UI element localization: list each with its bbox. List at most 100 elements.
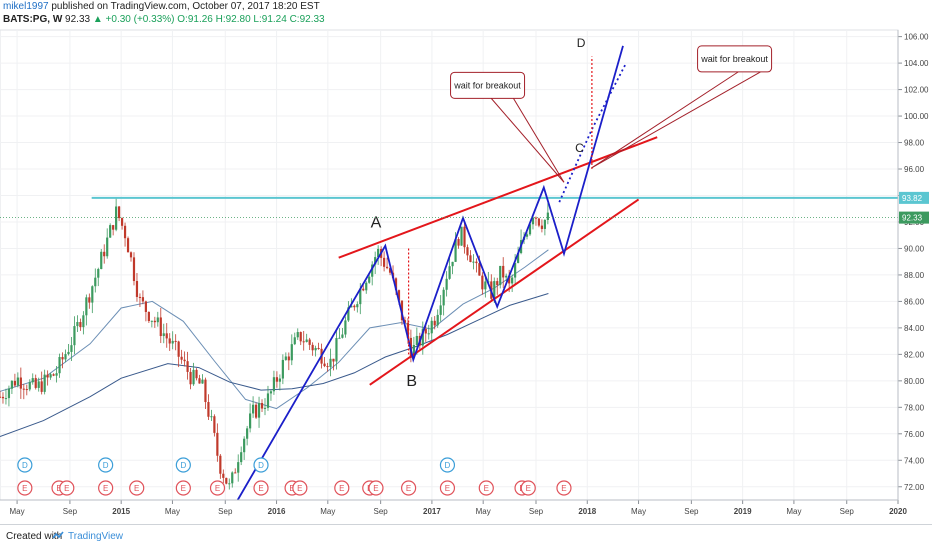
- candle-body: [525, 234, 529, 237]
- candle-body: [466, 247, 469, 256]
- candle-body: [52, 374, 55, 376]
- candle-body: [475, 261, 478, 264]
- earnings-marker: [478, 480, 494, 496]
- candle-body: [385, 266, 389, 269]
- candle-body: [150, 320, 153, 322]
- earnings-marker: [17, 480, 33, 496]
- candle-body: [424, 328, 427, 334]
- candle-body: [70, 345, 73, 352]
- candle-body: [141, 297, 145, 302]
- pattern-projection-line: [236, 45, 624, 501]
- y-tick-label: 82.00: [904, 350, 925, 359]
- candle-body: [546, 212, 549, 220]
- candle-body: [4, 398, 8, 400]
- event-marker-label: D: [445, 461, 451, 470]
- candle-body: [249, 413, 252, 429]
- x-tick-label: 2019: [734, 507, 752, 516]
- candle-body: [37, 381, 40, 388]
- dividend-marker: [253, 457, 269, 473]
- candle-body: [448, 266, 451, 279]
- candle-body: [284, 356, 287, 360]
- event-marker-label: E: [373, 484, 378, 493]
- candle-body: [237, 462, 240, 473]
- plot-area: [0, 29, 899, 501]
- event-marker-label: E: [258, 484, 263, 493]
- candle-body: [204, 379, 207, 403]
- x-tick-label: Sep: [529, 507, 544, 516]
- event-marker-label: E: [181, 484, 186, 493]
- candle-body: [281, 359, 284, 379]
- candle-body: [368, 276, 371, 283]
- candle-body: [153, 320, 156, 323]
- candle-body: [296, 332, 299, 338]
- tradingview-logo-icon: [52, 531, 64, 539]
- candle-body: [46, 374, 49, 378]
- candle-body: [91, 286, 94, 303]
- event-marker-label: E: [64, 484, 69, 493]
- candle-body: [287, 356, 290, 361]
- candle-body: [534, 217, 538, 219]
- x-tick-label: May: [10, 507, 25, 516]
- candle-body: [383, 257, 386, 267]
- event-marker-label: E: [561, 484, 566, 493]
- event-marker-label: D: [22, 461, 28, 470]
- candle-body: [168, 338, 171, 344]
- candle-body: [31, 378, 34, 383]
- dividend-marker: [17, 457, 33, 473]
- candle-body: [225, 477, 228, 484]
- callout-pointer: [591, 71, 761, 169]
- callout-box: [697, 45, 773, 73]
- event-marker-label: E: [297, 484, 302, 493]
- candle-body: [55, 373, 58, 376]
- y-tick-label: 72.00: [904, 483, 925, 492]
- candle-body: [457, 239, 460, 246]
- candle-body: [120, 218, 124, 226]
- candle-body: [460, 226, 463, 246]
- candle-body: [234, 472, 237, 474]
- x-tick-label: 2015: [112, 507, 130, 516]
- candle-body: [317, 347, 320, 349]
- earnings-marker: [175, 480, 191, 496]
- candle-body: [94, 277, 97, 287]
- candle-body: [412, 344, 415, 358]
- candle-body: [403, 320, 407, 323]
- author-link[interactable]: mikel1997: [3, 1, 49, 12]
- candle-body: [254, 404, 258, 418]
- earnings-marker: [98, 480, 114, 496]
- y-tick-label: 90.00: [904, 244, 925, 253]
- event-marker-label: E: [484, 484, 489, 493]
- chart-header: mikel1997 published on TradingView.com, …: [3, 1, 320, 13]
- candle-body: [430, 320, 433, 334]
- candle-body: [7, 388, 11, 399]
- event-marker-label: E: [289, 484, 294, 493]
- candle-body: [493, 281, 496, 299]
- candle-body: [356, 304, 359, 308]
- y-tick-label: 96.00: [904, 165, 925, 174]
- earnings-marker: [334, 480, 350, 496]
- y-tick-label: 86.00: [904, 297, 925, 306]
- y-tick-label: 84.00: [904, 324, 925, 333]
- candle-body: [257, 403, 261, 418]
- candle-body: [112, 225, 115, 230]
- earnings-marker: [292, 480, 308, 496]
- candle-body: [421, 328, 424, 346]
- earnings-marker: [401, 480, 417, 496]
- candle-body: [240, 452, 243, 463]
- up-arrow-icon: ▲: [92, 14, 103, 25]
- candle-body: [350, 305, 353, 308]
- tradingview-brand-link[interactable]: TradingView: [68, 531, 124, 542]
- point-label-c: C: [575, 141, 584, 155]
- candle-body: [115, 206, 118, 230]
- candle-body: [436, 314, 439, 326]
- publish-info: published on TradingView.com, October 07…: [51, 1, 320, 12]
- candle-body: [183, 359, 186, 362]
- candle-body: [138, 296, 142, 298]
- candle-body: [79, 322, 82, 328]
- price-badge-label: 93.82: [902, 194, 923, 203]
- candle-body: [13, 380, 16, 386]
- candle-body: [58, 357, 61, 374]
- point-label-d: D: [577, 36, 586, 50]
- candle-body: [344, 320, 347, 335]
- point-label-a: A: [371, 214, 382, 231]
